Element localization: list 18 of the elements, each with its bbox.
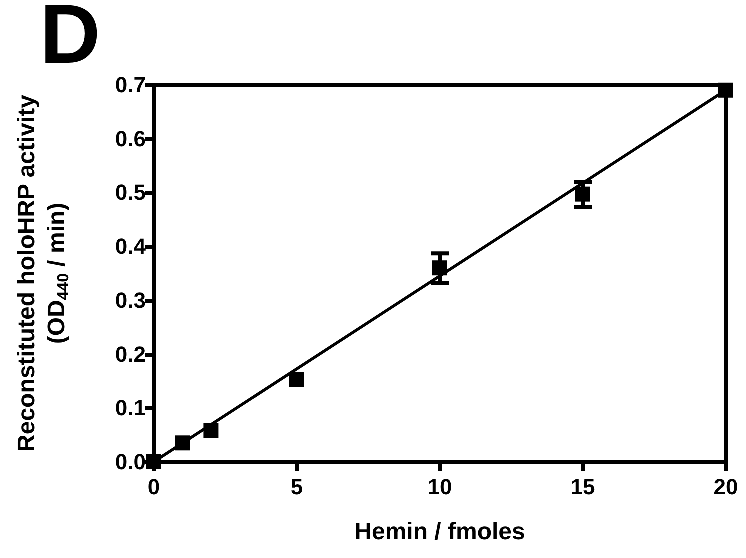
- point: [432, 260, 448, 276]
- y-tick-label: 0.1: [115, 396, 146, 421]
- y-tick-label: 0.4: [115, 234, 147, 260]
- y-tick-label: 0.5: [115, 180, 146, 206]
- y-tick-label: 0.7: [115, 72, 146, 98]
- text: D: [40, 0, 101, 81]
- x-axis-title: Hemin / fmoles: [354, 518, 526, 546]
- x-tick-label: 15: [570, 474, 596, 500]
- y-tick-label: 0.6: [115, 126, 146, 152]
- x-tick-label: 20: [714, 474, 738, 500]
- y-tick-label: 0.2: [115, 342, 146, 367]
- x-tick-label: 5: [290, 474, 304, 500]
- y-tick-label: 0.0: [115, 450, 146, 474]
- y-tick-label: 0.3: [115, 288, 146, 313]
- x-tick-label: 0: [148, 474, 160, 500]
- point: [290, 372, 304, 388]
- point: [576, 186, 590, 202]
- x-tick-label: 10: [428, 474, 452, 500]
